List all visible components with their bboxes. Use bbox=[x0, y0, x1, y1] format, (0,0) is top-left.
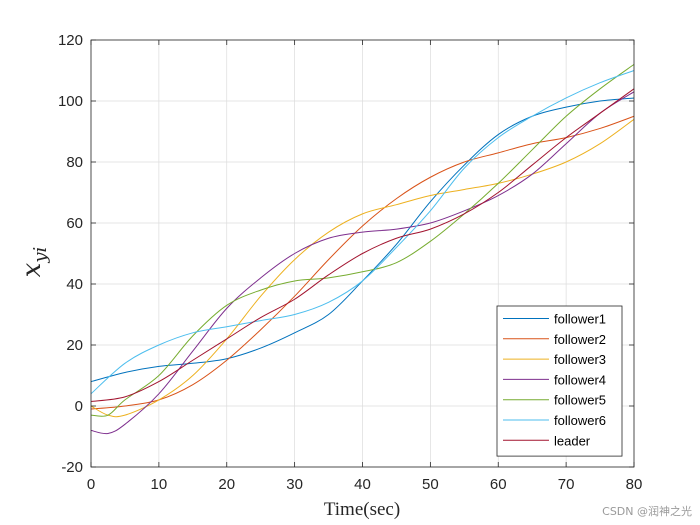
x-tick-label: 0 bbox=[87, 476, 95, 493]
y-tick-label: 20 bbox=[66, 337, 83, 354]
watermark: CSDN @润神之光 bbox=[602, 505, 692, 518]
series-line-follower4 bbox=[90, 91, 635, 435]
legend-label-follower4: follower4 bbox=[554, 372, 606, 387]
legend: follower1 follower2 follower3 follower4 foll… bbox=[496, 305, 623, 457]
y-tick-label: 40 bbox=[66, 276, 83, 293]
series-line-follower5 bbox=[90, 63, 635, 417]
y-axis-label-sub: yi bbox=[30, 247, 51, 264]
x-tick-label: 20 bbox=[218, 476, 235, 493]
legend-label-follower2: follower2 bbox=[554, 332, 606, 347]
series-line-follower3 bbox=[90, 118, 635, 418]
legend-label-follower6: follower6 bbox=[554, 413, 606, 428]
x-tick-label: 60 bbox=[490, 476, 507, 493]
y-tick-label: 0 bbox=[75, 398, 83, 415]
y-tick-label: -20 bbox=[61, 459, 83, 476]
series-lines bbox=[90, 63, 635, 435]
series-line-follower2 bbox=[90, 115, 635, 410]
x-tick-label: 50 bbox=[422, 476, 439, 493]
y-tick-label: 120 bbox=[58, 32, 83, 49]
legend-box bbox=[496, 305, 623, 457]
y-axis-label-base: x bbox=[17, 262, 47, 277]
y-tick-label: 60 bbox=[66, 215, 83, 232]
legend-label-follower1: follower1 bbox=[554, 312, 606, 327]
legend-label-leader: leader bbox=[554, 433, 591, 448]
y-tick-label: 80 bbox=[66, 154, 83, 171]
y-axis-label: xyi bbox=[17, 247, 51, 278]
series-line-follower6 bbox=[90, 70, 635, 395]
y-tick-label: 100 bbox=[58, 93, 83, 110]
x-tick-label: 30 bbox=[286, 476, 303, 493]
series-line-leader bbox=[90, 88, 635, 402]
x-tick-label: 80 bbox=[626, 476, 643, 493]
x-tick-label: 70 bbox=[558, 476, 575, 493]
legend-label-follower5: follower5 bbox=[554, 393, 606, 408]
x-axis-label: Time(sec) bbox=[324, 499, 400, 520]
x-tick-label: 40 bbox=[354, 476, 371, 493]
x-tick-label: 10 bbox=[151, 476, 168, 493]
legend-label-follower3: follower3 bbox=[554, 352, 606, 367]
